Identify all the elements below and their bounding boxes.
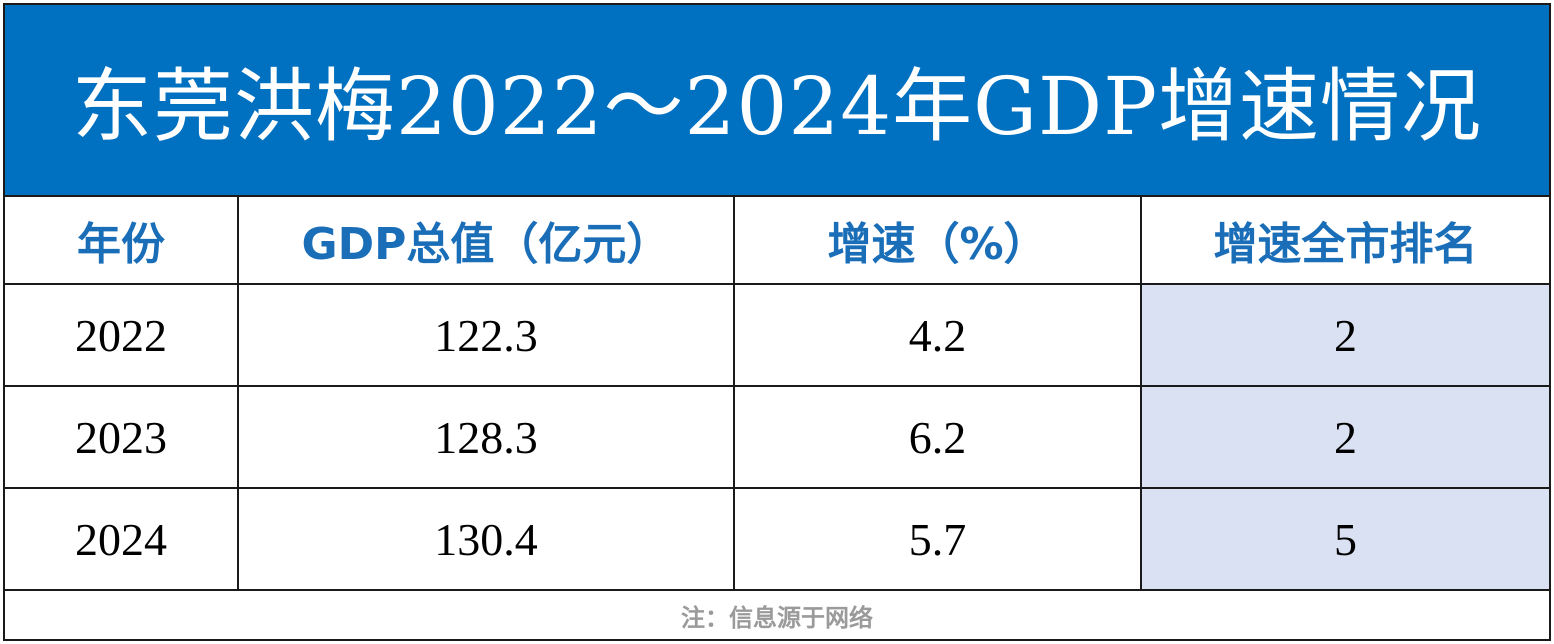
cell-year: 2024 bbox=[5, 487, 239, 591]
table-row: 2024 130.4 5.7 5 bbox=[5, 487, 1549, 591]
column-header-city-rank: 增速全市排名 bbox=[1140, 197, 1549, 285]
column-header-growth-rate: 增速（%） bbox=[733, 197, 1142, 285]
column-header-gdp-total: GDP总值（亿元） bbox=[237, 197, 735, 285]
table-header-row: 年份 GDP总值（亿元） 增速（%） 增速全市排名 bbox=[5, 197, 1549, 285]
source-footnote: 注：信息源于网络 bbox=[681, 603, 873, 632]
table-row: 2022 122.3 4.2 2 bbox=[5, 284, 1549, 387]
table-row: 2023 128.3 6.2 2 bbox=[5, 385, 1549, 489]
column-header-year: 年份 bbox=[5, 197, 239, 285]
cell-gdp-total: 130.4 bbox=[237, 487, 735, 591]
page-title: 东莞洪梅2022～2024年GDP增速情况 bbox=[5, 5, 1549, 197]
cell-growth-rate: 4.2 bbox=[733, 284, 1142, 387]
cell-year: 2023 bbox=[5, 385, 239, 489]
gdp-growth-sheet: 东莞洪梅2022～2024年GDP增速情况 年份 GDP总值（亿元） 增速（%）… bbox=[3, 3, 1551, 641]
gdp-table: 年份 GDP总值（亿元） 增速（%） 增速全市排名 2022 122.3 4.2… bbox=[5, 197, 1549, 591]
cell-growth-rate: 6.2 bbox=[733, 385, 1142, 489]
cell-gdp-total: 122.3 bbox=[237, 284, 735, 387]
cell-city-rank: 2 bbox=[1140, 385, 1549, 489]
cell-gdp-total: 128.3 bbox=[237, 385, 735, 489]
cell-city-rank: 5 bbox=[1140, 487, 1549, 591]
cell-year: 2022 bbox=[5, 284, 239, 387]
cell-city-rank: 2 bbox=[1140, 284, 1549, 387]
cell-growth-rate: 5.7 bbox=[733, 487, 1142, 591]
